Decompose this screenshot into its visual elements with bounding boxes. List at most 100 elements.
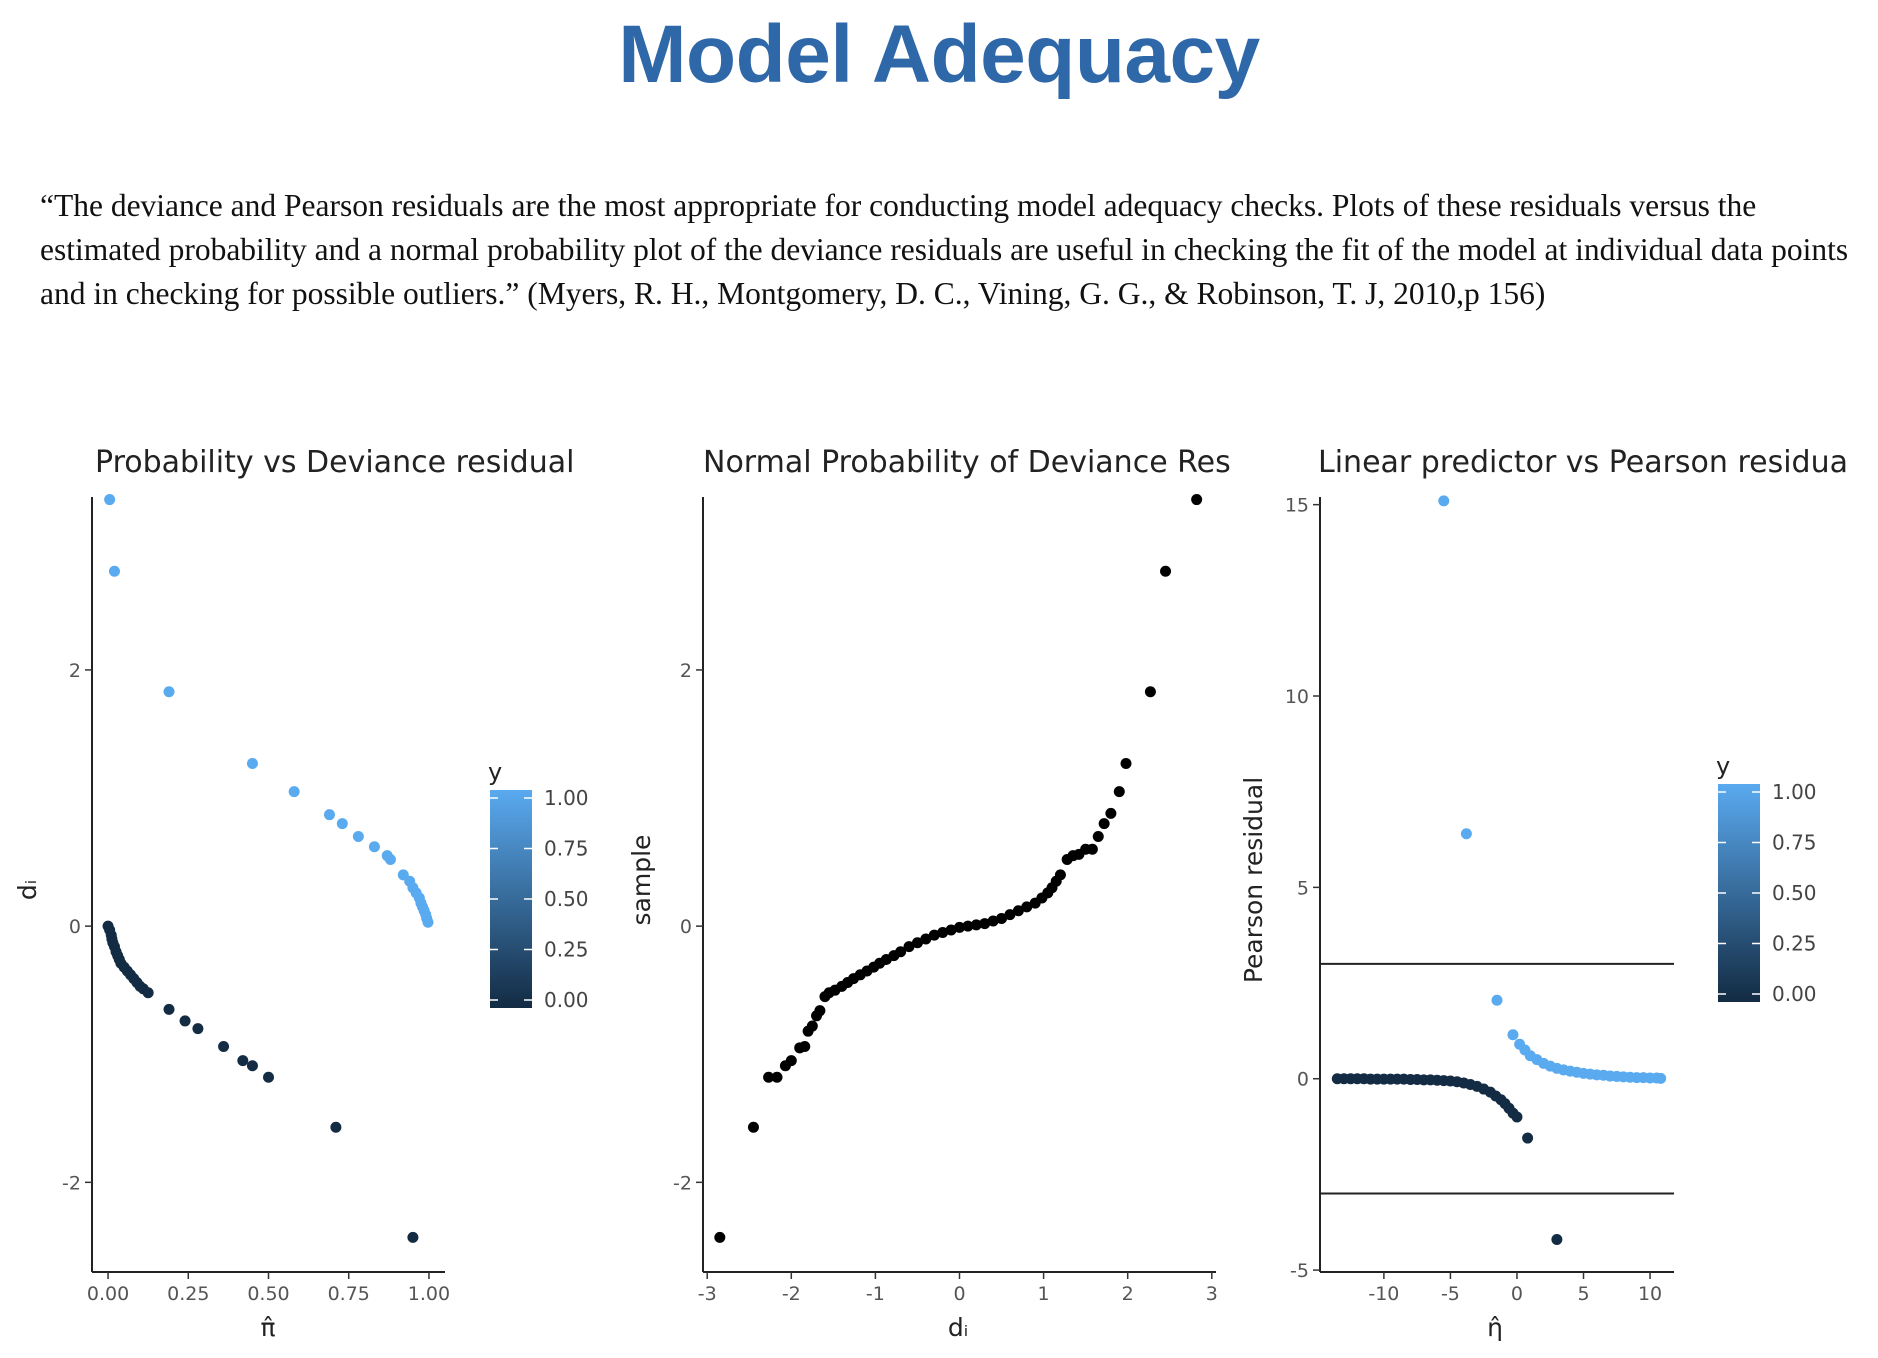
y-tick-label: 0	[69, 916, 81, 938]
data-point	[814, 1005, 826, 1017]
data-point	[1120, 757, 1132, 769]
panel-1-ylabel: dᵢ	[13, 880, 42, 900]
data-point	[407, 1231, 419, 1243]
data-point	[954, 921, 965, 933]
data-point	[1160, 565, 1172, 577]
data-point	[1655, 1072, 1667, 1084]
x-tick-label: -3	[698, 1283, 717, 1305]
data-point	[771, 1071, 783, 1083]
quote-text: “The deviance and Pearson residuals are …	[40, 188, 1849, 311]
x-tick-label: 1	[1038, 1283, 1050, 1305]
data-point	[945, 924, 957, 936]
x-tick-label: 3	[1206, 1283, 1218, 1305]
y-tick-label: 2	[680, 660, 692, 682]
x-tick-label: 10	[1638, 1283, 1662, 1305]
legend-label: 0.75	[1772, 831, 1817, 855]
data-point	[330, 1121, 342, 1133]
data-point	[996, 912, 1008, 924]
x-tick-label: 0.50	[247, 1283, 289, 1305]
y-tick-label: 15	[1285, 495, 1309, 517]
data-point	[237, 1055, 249, 1067]
data-point	[1086, 843, 1098, 855]
panel-1-xlabel: π̂	[260, 1313, 275, 1342]
data-point	[920, 933, 932, 945]
panel-3-ylabel: Pearson residual	[1239, 777, 1268, 983]
y-tick-label: -2	[62, 1172, 81, 1194]
data-point	[263, 1071, 274, 1083]
data-point	[1522, 1132, 1534, 1144]
data-point	[979, 918, 991, 930]
data-point	[1021, 901, 1033, 913]
data-point	[763, 1071, 775, 1083]
data-point	[937, 927, 949, 939]
data-point	[911, 937, 923, 949]
data-point	[714, 1231, 726, 1243]
legend-label: 0.50	[544, 887, 589, 911]
y-tick-label: -5	[1290, 1260, 1309, 1282]
panel-2-xlabel: dᵢ	[948, 1313, 968, 1342]
data-point	[1105, 807, 1117, 819]
panel-3-legend-title: y	[1716, 752, 1730, 780]
panel-1-plot: 0.00 0.25 0.50 0.75 1.00 -2 0 2	[62, 494, 450, 1305]
data-point	[747, 1121, 759, 1133]
legend-label: 1.00	[544, 786, 589, 810]
x-tick-label: -2	[782, 1283, 801, 1305]
x-tick-label: 1.00	[408, 1283, 450, 1305]
panel-3-title: Linear predictor vs Pearson residua	[1318, 445, 1848, 480]
data-point	[192, 1023, 204, 1035]
data-point	[142, 987, 154, 999]
data-point	[163, 686, 175, 698]
data-point	[799, 1041, 811, 1053]
panel-linear-predictor-vs-pearson: Linear predictor vs Pearson residua -10-…	[1239, 445, 1848, 1342]
panel-1-legend: y 1.00 0.75 0.50 0.25 0.00	[488, 758, 589, 1012]
data-point	[384, 854, 396, 866]
legend-label: 0.00	[1772, 982, 1817, 1006]
y-tick-label: 5	[1297, 877, 1309, 899]
data-point	[1551, 1233, 1563, 1245]
data-point	[1144, 686, 1156, 698]
data-point	[962, 920, 974, 932]
y-tick-label: -2	[673, 1172, 692, 1194]
legend-label: 0.50	[1772, 881, 1817, 905]
data-point	[1054, 869, 1066, 881]
x-tick-label: 5	[1577, 1283, 1589, 1305]
data-point	[1507, 1029, 1519, 1041]
data-point	[970, 919, 982, 931]
data-point	[1113, 786, 1125, 798]
y-tick-label: 10	[1285, 686, 1309, 708]
data-point	[987, 915, 999, 927]
data-point	[288, 786, 300, 798]
data-point	[422, 916, 434, 928]
data-point	[323, 809, 335, 821]
legend-label: 0.25	[544, 938, 589, 962]
panel-probability-vs-deviance: Probability vs Deviance residual 0.00 0.2…	[13, 445, 589, 1342]
slide-title: Model Adequacy	[618, 9, 1260, 100]
panel-2-plot: -3 -2 -1 0 1 2 3 -2 0 2	[673, 494, 1218, 1305]
data-point	[785, 1055, 797, 1067]
data-point	[246, 1060, 258, 1072]
legend-label: 0.75	[544, 837, 589, 861]
x-tick-label: 0.25	[167, 1283, 209, 1305]
data-point	[1004, 909, 1016, 921]
panel-3-legend-labels: 1.00 0.75 0.50 0.25 0.00	[1718, 780, 1817, 1006]
y-tick-label: 0	[1297, 1069, 1309, 1091]
x-tick-label: 0.00	[87, 1283, 129, 1305]
panel-normal-probability: Normal Probability of Deviance Res -3 -2-…	[627, 445, 1231, 1342]
y-tick-label: 0	[680, 916, 692, 938]
data-point	[246, 757, 258, 769]
data-point	[1491, 994, 1503, 1006]
panel-1-title: Probability vs Deviance residual	[95, 445, 574, 480]
data-point	[1511, 1111, 1523, 1123]
data-point	[179, 1015, 191, 1027]
data-point	[895, 946, 907, 958]
x-tick-label: 0	[1511, 1283, 1523, 1305]
panel-1-legend-labels: 1.00 0.75 0.50 0.25 0.00	[490, 786, 589, 1012]
x-tick-label: 0	[953, 1283, 965, 1305]
panel-3-plot: -10 -5 0 5 10 -5 0 5 10 15	[1285, 495, 1674, 1305]
data-point	[1460, 828, 1472, 840]
data-point	[1092, 830, 1104, 842]
data-point	[1012, 905, 1024, 917]
data-point	[903, 941, 915, 953]
